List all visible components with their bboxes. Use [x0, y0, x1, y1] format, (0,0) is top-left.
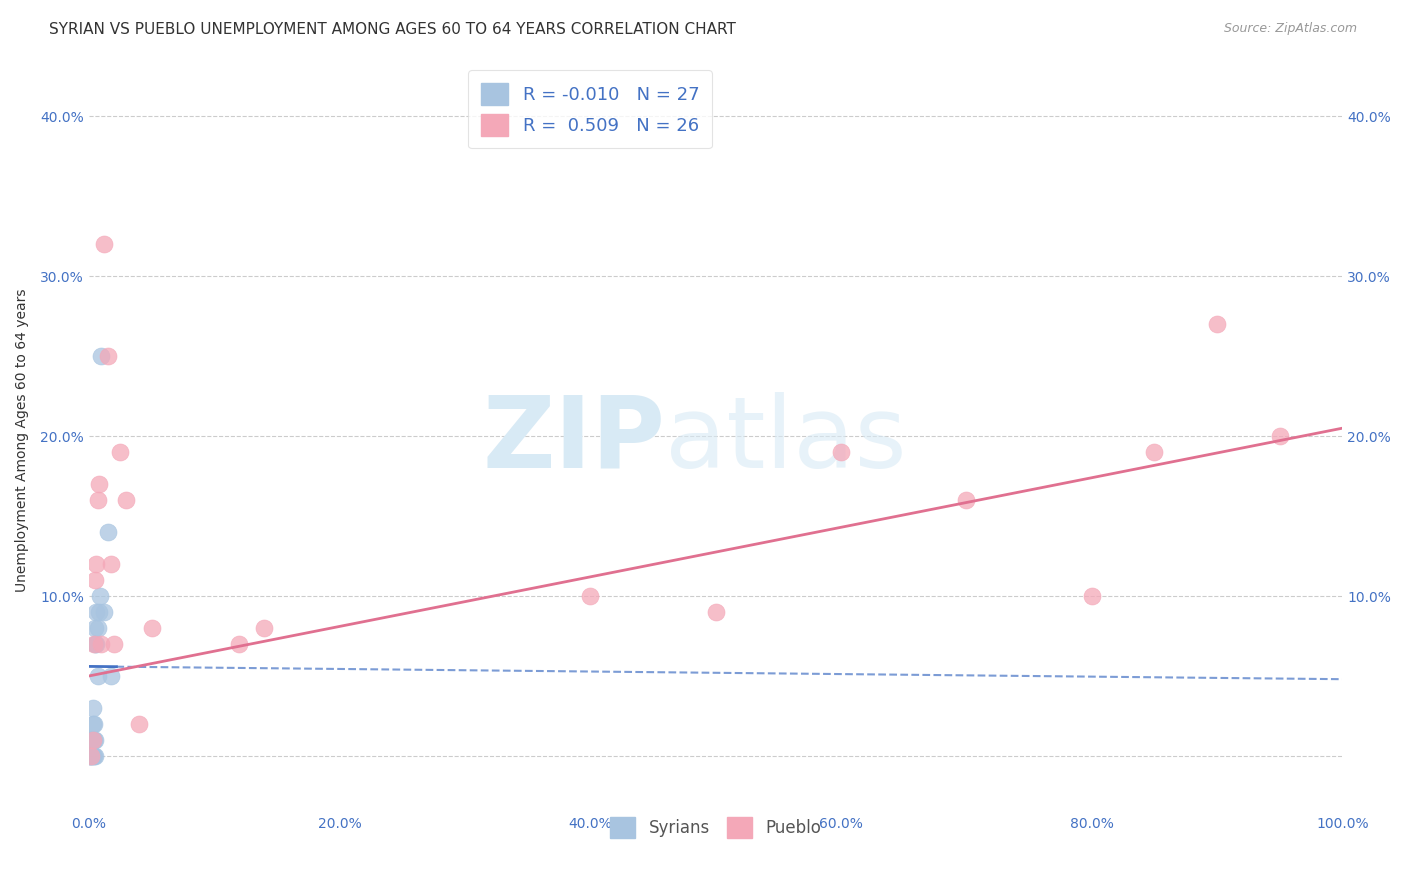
Point — [82, 717, 104, 731]
Point — [704, 605, 727, 619]
Text: SYRIAN VS PUEBLO UNEMPLOYMENT AMONG AGES 60 TO 64 YEARS CORRELATION CHART: SYRIAN VS PUEBLO UNEMPLOYMENT AMONG AGES… — [49, 22, 737, 37]
Text: ZIP: ZIP — [482, 392, 665, 489]
Point — [84, 733, 107, 747]
Point — [84, 573, 107, 587]
Point — [1268, 429, 1291, 443]
Text: atlas: atlas — [665, 392, 907, 489]
Point — [84, 748, 107, 763]
Point — [103, 637, 125, 651]
Point — [82, 748, 104, 763]
Point — [89, 589, 111, 603]
Point — [80, 733, 103, 747]
Point — [86, 605, 108, 619]
Point — [128, 717, 150, 731]
Point — [579, 589, 602, 603]
Point — [82, 733, 104, 747]
Point — [80, 748, 103, 763]
Point — [86, 621, 108, 635]
Point — [83, 637, 105, 651]
Point — [83, 717, 105, 731]
Point — [1143, 445, 1166, 459]
Text: Source: ZipAtlas.com: Source: ZipAtlas.com — [1223, 22, 1357, 36]
Point — [82, 733, 104, 747]
Point — [79, 748, 101, 763]
Point — [100, 669, 122, 683]
Point — [80, 748, 103, 763]
Point — [97, 349, 120, 363]
Legend: Syrians, Pueblo: Syrians, Pueblo — [603, 811, 828, 845]
Point — [86, 493, 108, 508]
Point — [115, 493, 138, 508]
Point — [830, 445, 852, 459]
Point — [86, 669, 108, 683]
Point — [83, 748, 105, 763]
Point — [1080, 589, 1102, 603]
Point — [79, 748, 101, 763]
Point — [84, 621, 107, 635]
Point — [93, 605, 115, 619]
Point — [80, 748, 103, 763]
Point — [90, 349, 112, 363]
Point — [955, 493, 977, 508]
Y-axis label: Unemployment Among Ages 60 to 64 years: Unemployment Among Ages 60 to 64 years — [15, 288, 30, 592]
Point — [93, 237, 115, 252]
Point — [82, 701, 104, 715]
Point — [87, 477, 110, 491]
Point — [1206, 318, 1229, 332]
Point — [87, 605, 110, 619]
Point — [141, 621, 163, 635]
Point — [253, 621, 276, 635]
Point — [79, 733, 101, 747]
Point — [90, 637, 112, 651]
Point — [108, 445, 131, 459]
Point — [83, 733, 105, 747]
Point — [228, 637, 250, 651]
Point — [86, 557, 108, 571]
Point — [86, 637, 108, 651]
Point — [97, 525, 120, 540]
Point — [100, 557, 122, 571]
Point — [84, 637, 107, 651]
